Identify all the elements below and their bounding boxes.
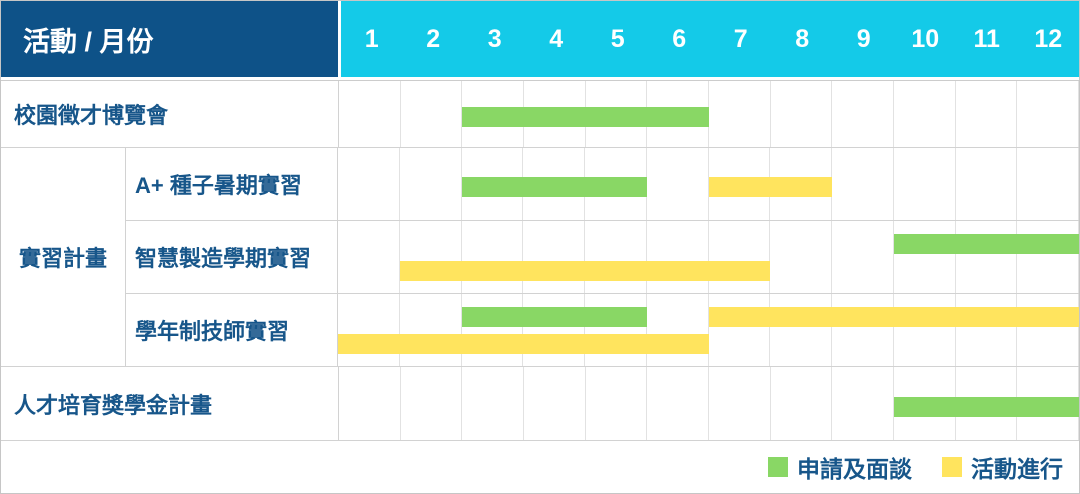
month-cell-1 [339, 367, 401, 440]
month-cell-5 [586, 367, 648, 440]
group-label: 實習計畫 [1, 148, 126, 366]
month-cell-3 [462, 294, 524, 366]
legend-ongoing-swatch-icon [942, 457, 962, 477]
month-cell-2 [400, 148, 462, 220]
month-cell-2 [400, 294, 462, 366]
row-bar-apply [893, 234, 1079, 254]
month-header-12: 12 [1034, 24, 1063, 53]
month-cell-10 [894, 148, 956, 220]
month-cell-6 [647, 367, 710, 440]
month-cell-1 [338, 221, 400, 293]
month-header-2: 2 [426, 24, 441, 53]
month-cell-9 [832, 367, 895, 440]
month-cell-5 [585, 294, 647, 366]
month-cell-12 [1017, 294, 1079, 366]
month-header-1: 1 [364, 24, 379, 53]
month-cell-7 [709, 294, 771, 366]
gantt-body: 校園徵才博覽會 實習計畫 A+ 種子暑期實習 智慧製造學期實習 學年制技師實習 人才培育獎… [1, 81, 1079, 441]
month-cell-8 [771, 367, 833, 440]
month-cell-4 [523, 294, 585, 366]
row-bar-ongoing [708, 177, 832, 197]
header-corner-label: 活動 / 月份 [1, 1, 338, 77]
month-cell-7 [709, 81, 771, 147]
month-cell-1 [338, 148, 400, 220]
month-cell-9 [832, 81, 895, 147]
row-label: 校園徵才博覽會 [1, 81, 339, 147]
month-cell-12 [1017, 81, 1079, 147]
month-cell-11 [956, 294, 1018, 366]
gantt-group: 實習計畫 A+ 種子暑期實習 智慧製造學期實習 學年制技師實習 [1, 148, 1079, 367]
row-bar-apply [462, 107, 709, 127]
row-bar-ongoing [399, 261, 771, 281]
month-cell-1 [339, 81, 401, 147]
legend-ongoing-label: 活動進行 [971, 456, 1063, 482]
row-label: A+ 種子暑期實習 [126, 148, 338, 220]
legend: 申請及面談 活動進行 [1, 441, 1079, 493]
month-cell-12 [1017, 148, 1079, 220]
row-bar-ongoing [338, 334, 709, 354]
row-chart [338, 294, 1079, 366]
row-label: 學年制技師實習 [126, 294, 338, 366]
month-header-9: 9 [856, 24, 871, 53]
row-chart [338, 148, 1079, 220]
month-cell-3 [462, 221, 524, 293]
gantt-row: 學年制技師實習 [126, 294, 1079, 366]
month-cell-11 [956, 81, 1018, 147]
month-cell-3 [462, 367, 525, 440]
gantt-row: 校園徵才博覽會 [1, 81, 1079, 148]
month-cell-10 [894, 221, 956, 293]
gantt-row: 智慧製造學期實習 [126, 221, 1079, 294]
row-bar-ongoing [708, 307, 1079, 327]
month-header-4: 4 [549, 24, 564, 53]
row-label: 人才培育獎學金計畫 [1, 367, 339, 440]
month-cell-4 [523, 221, 585, 293]
legend-apply-swatch-icon [768, 457, 788, 477]
month-cell-2 [400, 221, 462, 293]
month-cell-8 [771, 81, 833, 147]
month-cell-2 [401, 367, 463, 440]
month-header-11: 11 [973, 24, 1000, 53]
month-cell-6 [647, 148, 709, 220]
month-header-10: 10 [911, 24, 940, 53]
legend-apply-label: 申請及面談 [797, 456, 912, 482]
month-cell-1 [338, 294, 400, 366]
row-label: 智慧製造學期實習 [126, 221, 338, 293]
group-rows: A+ 種子暑期實習 智慧製造學期實習 學年制技師實習 [126, 148, 1079, 366]
row-chart [339, 367, 1079, 440]
row-bar-apply [461, 177, 647, 197]
gantt-row: A+ 種子暑期實習 [126, 148, 1079, 221]
legend-item-ongoing: 活動進行 [942, 450, 1063, 484]
month-cell-9 [832, 148, 894, 220]
month-header-3: 3 [487, 24, 502, 53]
legend-item-apply: 申請及面談 [768, 450, 912, 484]
month-cell-5 [585, 221, 647, 293]
month-cell-11 [956, 148, 1018, 220]
month-cell-9 [832, 221, 894, 293]
month-cell-9 [832, 294, 894, 366]
row-chart [338, 221, 1079, 293]
month-cell-10 [894, 81, 956, 147]
month-cell-7 [709, 367, 771, 440]
month-cell-12 [1017, 221, 1079, 293]
row-bar-apply [894, 396, 1079, 417]
month-cell-10 [894, 294, 956, 366]
month-cell-11 [956, 221, 1018, 293]
month-cell-2 [401, 81, 463, 147]
row-bar-apply [461, 307, 647, 327]
month-cell-4 [524, 367, 586, 440]
month-header-6: 6 [672, 24, 687, 53]
month-cell-8 [770, 294, 832, 366]
month-cell-6 [647, 221, 709, 293]
month-cell-7 [709, 221, 771, 293]
month-header-strip: 1 2 3 4 5 6 7 8 9 10 11 12 [341, 1, 1079, 77]
month-header-7: 7 [733, 24, 748, 53]
row-chart [339, 81, 1079, 147]
table-header: 活動 / 月份 1 2 3 4 5 6 7 8 9 10 11 12 [1, 1, 1079, 81]
gantt-row: 人才培育獎學金計畫 [1, 367, 1079, 441]
month-cell-6 [647, 294, 709, 366]
month-header-8: 8 [795, 24, 810, 53]
month-header-5: 5 [610, 24, 625, 53]
month-cell-8 [770, 221, 832, 293]
